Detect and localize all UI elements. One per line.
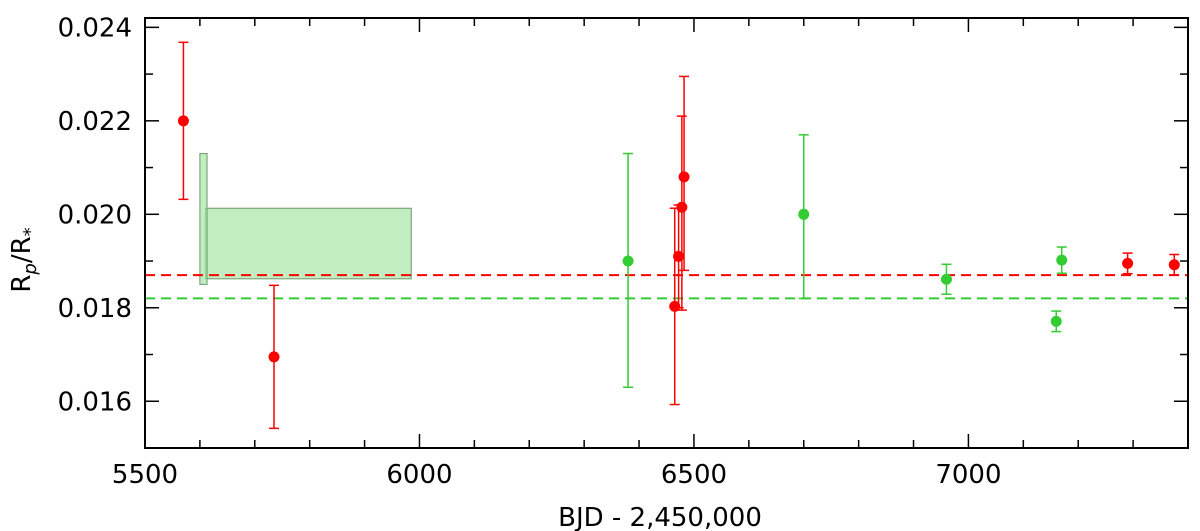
y-tick-label-0.018: 0.018 xyxy=(58,294,132,324)
red-point-3 xyxy=(669,300,681,312)
y-axis-label: Rp/R* xyxy=(7,227,41,292)
y-tick-label-0.022: 0.022 xyxy=(58,107,132,137)
red-point-2 xyxy=(268,351,280,363)
y-tick-label-0.020: 0.020 xyxy=(58,200,132,230)
y-tick-label-0.024: 0.024 xyxy=(58,13,132,43)
green-point-3 xyxy=(940,273,952,285)
x-axis-label: BJD - 2,450,000 xyxy=(558,503,762,531)
x-tick-label-6000: 6000 xyxy=(386,460,452,490)
y-tick-label-0.016: 0.016 xyxy=(58,387,132,417)
plot-frame xyxy=(144,17,1189,449)
y-tick-labels: 0.016 0.018 0.020 0.022 0.024 xyxy=(58,13,132,417)
x-tick-label-6500: 6500 xyxy=(661,460,727,490)
x-tick-label-5500: 5500 xyxy=(112,460,178,490)
y-label-sub-star: * xyxy=(20,227,41,236)
red-point-5 xyxy=(676,201,688,213)
shaded-region-1 xyxy=(204,207,412,280)
y-label-r: R xyxy=(7,275,37,293)
green-point-2 xyxy=(798,208,810,220)
red-point-6 xyxy=(678,171,690,183)
axis-ticks xyxy=(144,18,1189,449)
data-points xyxy=(177,41,1180,430)
green-point-4 xyxy=(1050,315,1062,327)
y-label-sub-p: p xyxy=(20,263,41,275)
x-tick-label-7000: 7000 xyxy=(935,460,1001,490)
y-label-slash-r: /R xyxy=(7,236,37,263)
red-point-1 xyxy=(177,115,189,127)
reference-lines xyxy=(145,274,1188,300)
shaded-region-2 xyxy=(199,153,208,285)
shaded-regions xyxy=(199,153,412,285)
x-tick-labels: 5500 6000 6500 7000 xyxy=(112,460,1002,490)
red-point-8 xyxy=(1168,259,1180,271)
red-point-7 xyxy=(1122,257,1134,269)
green-point-1 xyxy=(622,255,634,267)
green-point-5 xyxy=(1056,254,1068,266)
